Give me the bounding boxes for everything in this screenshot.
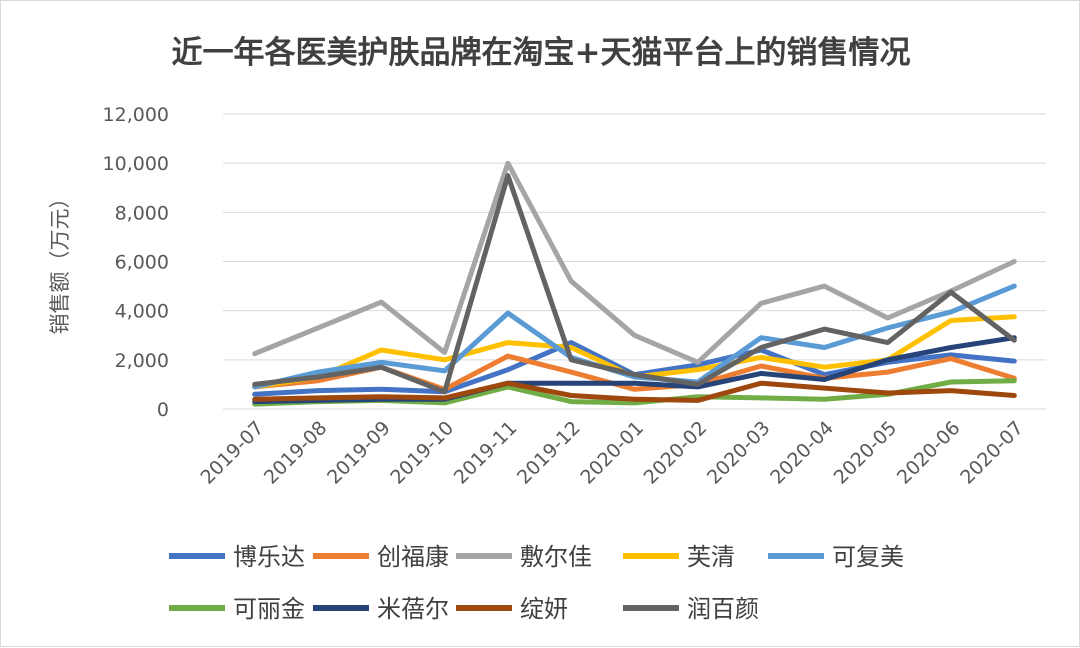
- x-tick-label: 2020-02: [640, 417, 712, 489]
- legend-label: 润百颜: [687, 595, 759, 623]
- x-tick-label: 2019-11: [450, 417, 522, 489]
- x-tick-label: 2019-12: [513, 417, 585, 489]
- y-tick-label: 8,000: [115, 202, 169, 224]
- y-tick-label: 2,000: [115, 350, 169, 372]
- series-lines: [252, 160, 1017, 407]
- legend-label: 芙清: [687, 543, 735, 571]
- chart-title: 近一年各医美护肤品牌在淘宝+天猫平台上的销售情况: [172, 35, 911, 71]
- y-tick-label: 0: [157, 399, 169, 421]
- axes: 0 2,000 4,000 6,000 8,000 10,000 12,000 2019-07…: [103, 104, 1028, 489]
- y-tick-label: 10,000: [103, 153, 169, 175]
- series-line-2: [252, 160, 1017, 365]
- legend-label: 创福康: [377, 543, 449, 571]
- legend-label: 可丽金: [233, 595, 305, 623]
- y-tick-label: 6,000: [115, 252, 169, 274]
- legend-label: 可复美: [832, 543, 904, 571]
- x-tick-label: 2019-07: [196, 417, 268, 489]
- y-tick-label: 4,000: [115, 301, 169, 323]
- legend-label: 敷尔佳: [520, 543, 592, 571]
- x-tick-label: 2020-05: [830, 417, 902, 489]
- legend-label: 米蓓尔: [377, 595, 449, 623]
- legend-label: 绽妍: [520, 595, 568, 623]
- series-line-7: [252, 380, 1017, 403]
- x-tick-label: 2020-01: [576, 417, 648, 489]
- series-line-8: [252, 173, 1017, 395]
- x-tick-label: 2020-03: [703, 417, 775, 489]
- x-tick-label: 2020-06: [893, 417, 965, 489]
- y-tick-label: 12,000: [103, 104, 169, 126]
- x-tick-label: 2019-10: [386, 417, 458, 489]
- x-tick-label: 2019-09: [323, 417, 395, 489]
- y-axis-label: 销售额（万元）: [48, 188, 72, 335]
- x-tick-label: 2019-08: [260, 417, 332, 489]
- x-tick-label: 2020-04: [766, 417, 838, 489]
- legend-label: 博乐达: [233, 543, 305, 571]
- x-tick-label: 2020-07: [956, 417, 1028, 489]
